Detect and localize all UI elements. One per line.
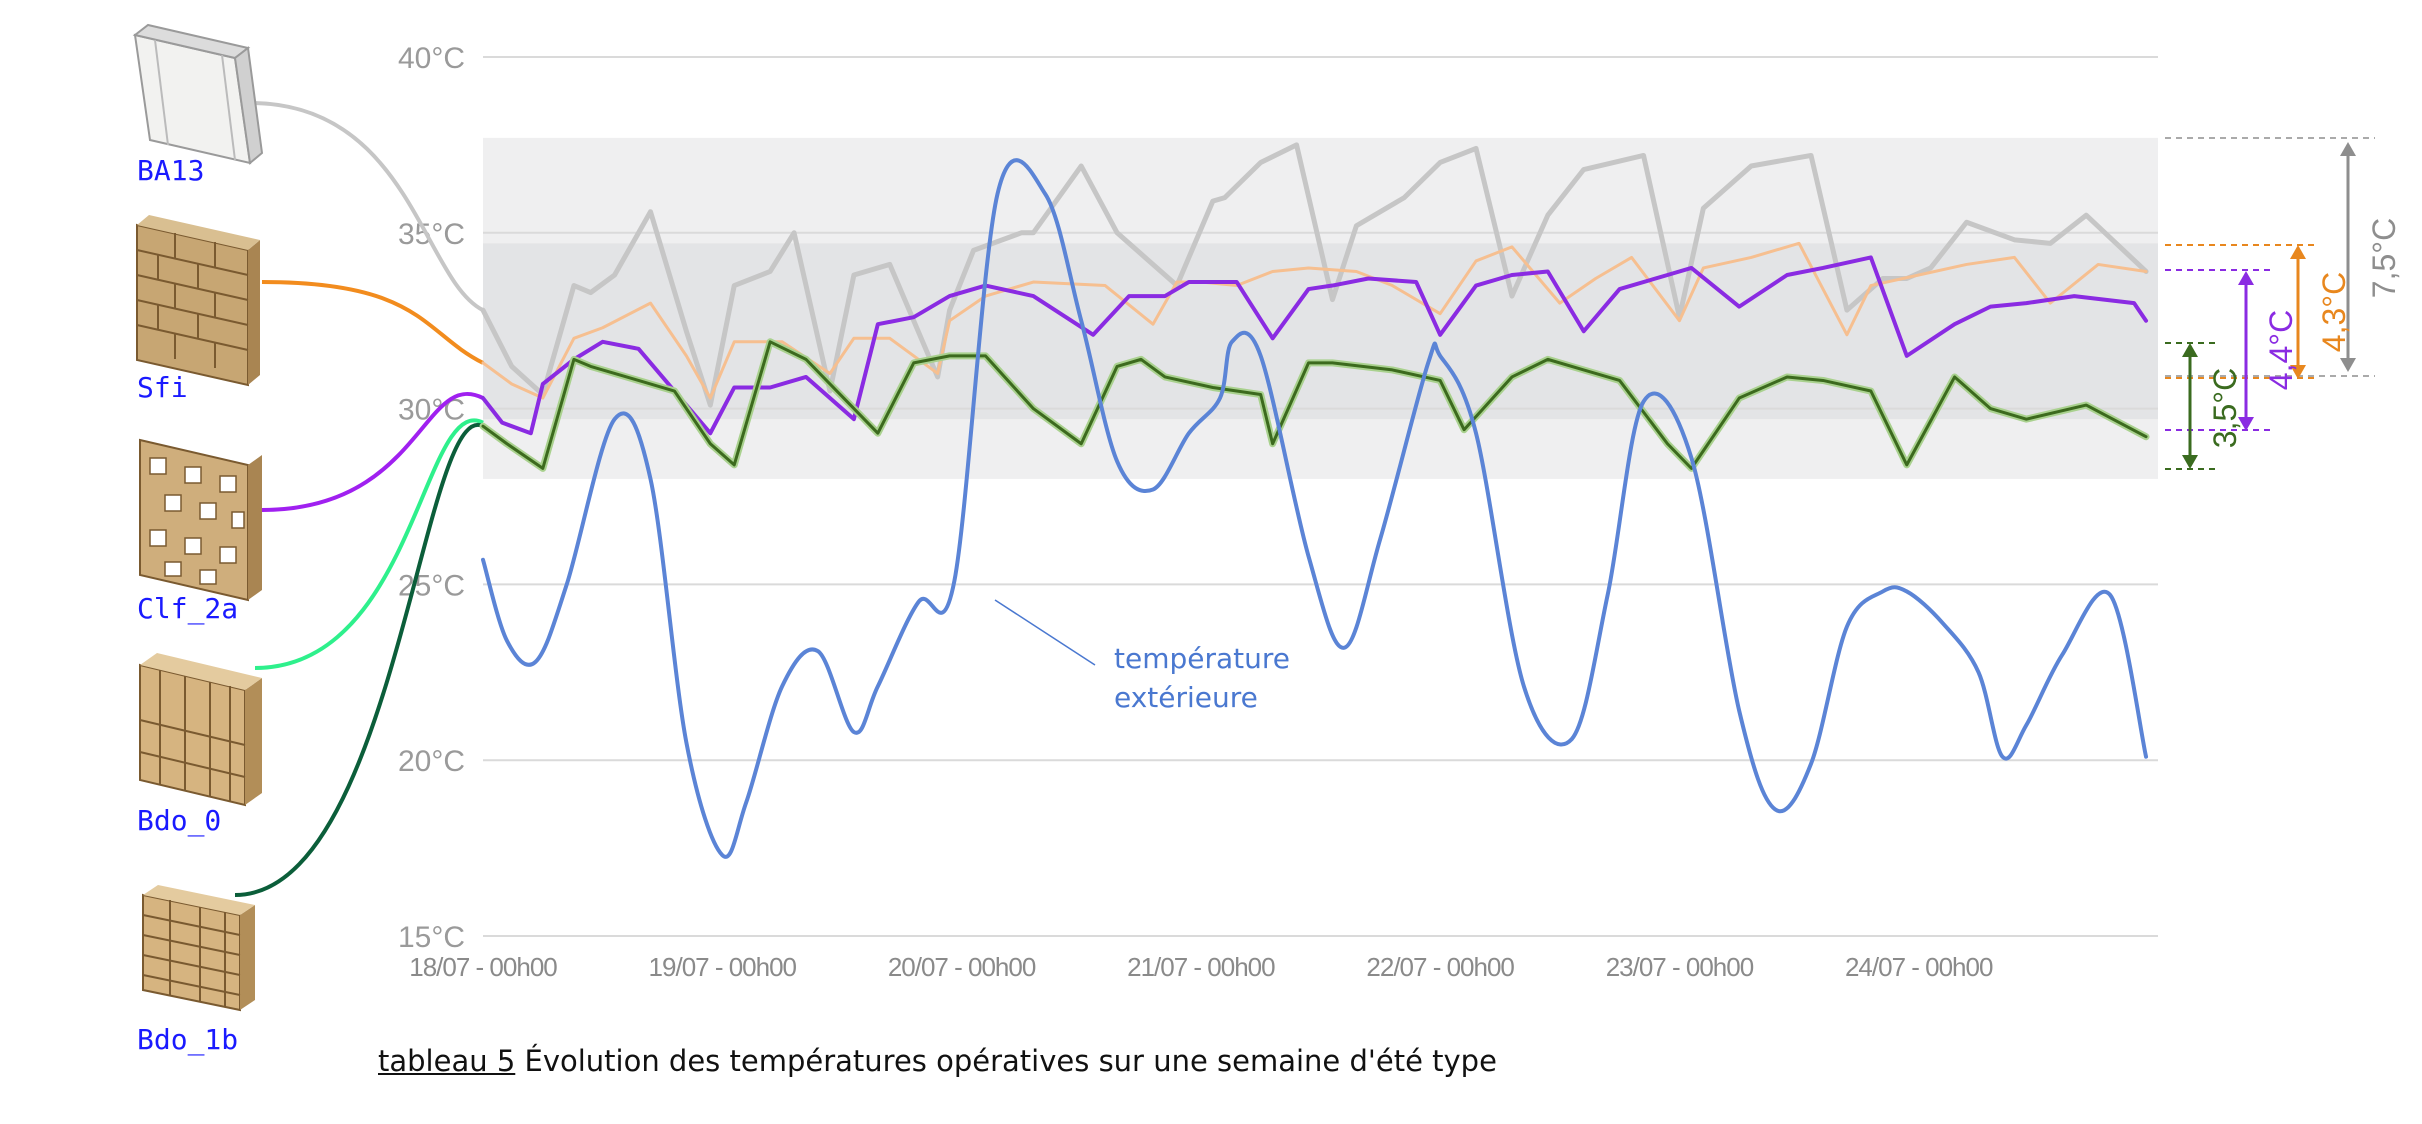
y-tick-label: 25°C — [398, 569, 465, 602]
bdo0-wall-icon — [139, 653, 262, 807]
material-label-sfi: Sfi — [137, 371, 188, 404]
material-label-clf2a: Clf_2a — [137, 592, 238, 626]
series-line-ba13 — [480, 142, 2149, 408]
material-connectors — [234, 101, 484, 897]
x-tick-labels: 18/07 - 00h00 19/07 - 00h00 20/07 - 00h00 2… — [409, 952, 1994, 982]
x-tick-label: 18/07 - 00h00 — [409, 952, 557, 982]
y-tick-labels: 40°C35°C30°C25°C20°C15°C — [398, 42, 465, 954]
series-line-clf_2a — [481, 255, 2149, 436]
bdo1b-wall-icon — [142, 885, 255, 1012]
delta-label-purple: 4,4°C — [2263, 310, 2299, 390]
delta-label-grey: 7,5°C — [2366, 218, 2402, 298]
figure-caption: tableau 5 Évolution des températures opé… — [378, 1044, 1497, 1078]
material-thumbnails — [132, 23, 264, 1012]
x-tick-label: 24/07 - 00h00 — [1845, 952, 1993, 982]
connector-bdo_1b — [234, 423, 484, 897]
x-tick-label: 23/07 - 00h00 — [1606, 952, 1754, 982]
delta-label-green: 3,5°C — [2207, 368, 2243, 448]
clf2a-wall-icon — [139, 438, 262, 602]
y-tick-label: 15°C — [398, 921, 465, 954]
caption-tag: tableau 5 — [378, 1044, 516, 1078]
x-tick-label: 20/07 - 00h00 — [888, 952, 1036, 982]
annotation-line-1: température — [1114, 642, 1290, 675]
connector-ba13 — [249, 101, 484, 312]
material-label-bdo0: Bdo_0 — [137, 804, 221, 838]
y-tick-label: 40°C — [398, 42, 465, 75]
x-tick-label: 21/07 - 00h00 — [1127, 952, 1275, 982]
series-line-sfi — [481, 241, 2148, 400]
annotation-leader — [994, 599, 1096, 666]
comfort-bands — [483, 137, 2158, 479]
y-tick-label: 20°C — [398, 745, 465, 778]
annotation-line-2: extérieure — [1114, 681, 1258, 714]
connector-sfi — [261, 280, 484, 365]
series-line-ext — [481, 158, 2149, 859]
sfi-wall-icon — [136, 215, 260, 387]
material-label-bdo1b: Bdo_1b — [137, 1023, 238, 1057]
delta-markers — [2165, 137, 2375, 470]
connector-bdo_0 — [254, 418, 484, 670]
series-line-bdo_1b — [481, 340, 2148, 470]
series-lines — [479, 142, 2150, 859]
ba13-panel-icon — [132, 23, 264, 165]
connector-clf_2a — [261, 391, 484, 512]
x-tick-label: 22/07 - 00h00 — [1366, 952, 1514, 982]
x-tick-label: 19/07 - 00h00 — [649, 952, 797, 982]
delta-label-orange: 4,3°C — [2316, 272, 2352, 352]
caption-text: Évolution des températures opératives su… — [524, 1044, 1497, 1078]
material-label-ba13: BA13 — [137, 154, 204, 187]
